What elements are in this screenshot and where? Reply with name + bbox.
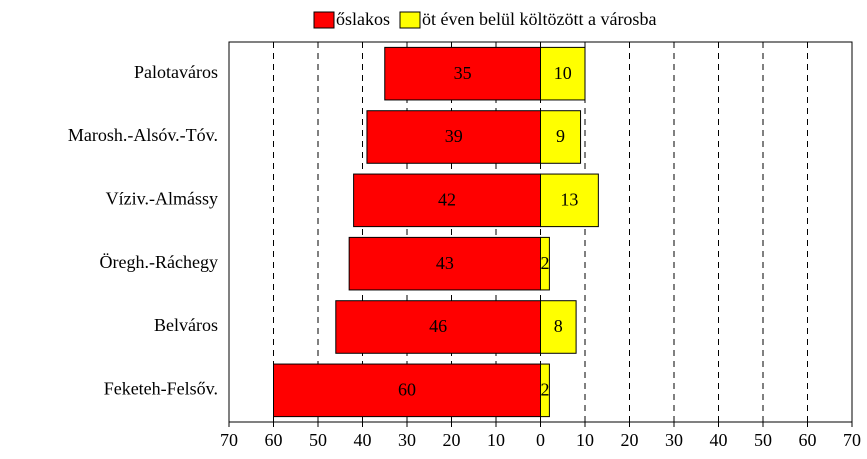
y-tick-label: Belváros (154, 315, 218, 335)
y-tick-label: Feketeh-Felsőv. (104, 378, 218, 398)
legend-label: öt éven belül költözött a városba (422, 9, 656, 29)
bar (348, 236, 541, 291)
x-tick-label: 30 (665, 430, 683, 450)
legend-swatch (399, 11, 421, 29)
data-label: 35 (454, 63, 472, 83)
x-tick-label: 70 (843, 430, 861, 450)
x-tick-label: 50 (754, 430, 772, 450)
bar (540, 46, 586, 101)
bar (366, 110, 542, 164)
bar (540, 110, 582, 164)
x-tick-label: 20 (443, 430, 461, 450)
x-tick-label: 40 (354, 430, 372, 450)
bar (384, 46, 541, 101)
x-tick-label: 0 (536, 430, 545, 450)
data-label: 46 (429, 316, 447, 336)
bar (540, 363, 550, 418)
data-label: 9 (556, 126, 565, 146)
data-label: 43 (436, 253, 454, 273)
data-label: 2 (540, 379, 549, 399)
x-tick-label: 40 (710, 430, 728, 450)
x-tick-label: 70 (220, 430, 238, 450)
y-tick-label: Víziv.-Almássy (106, 188, 218, 208)
bar (540, 236, 550, 291)
x-tick-label: 60 (265, 430, 283, 450)
x-tick-label: 50 (309, 430, 327, 450)
x-tick-label: 30 (398, 430, 416, 450)
y-tick-label: Marosh.-Alsóv.-Tóv. (68, 125, 218, 145)
data-label: 2 (540, 253, 549, 273)
x-tick-label: 10 (487, 430, 505, 450)
bar (353, 173, 541, 228)
data-label: 10 (554, 63, 572, 83)
data-label: 13 (560, 189, 578, 209)
y-tick-label: Öregh.-Ráchegy (100, 252, 218, 272)
legend-label: őslakos (336, 9, 390, 29)
data-label: 39 (445, 126, 463, 146)
data-label: 60 (398, 379, 416, 399)
y-tick-label: Palotaváros (134, 62, 218, 82)
data-label: 42 (438, 189, 456, 209)
x-tick-label: 20 (621, 430, 639, 450)
bar (540, 173, 599, 228)
bar (540, 300, 577, 354)
x-tick-label: 60 (799, 430, 817, 450)
legend-swatch (313, 11, 335, 29)
bar (273, 363, 541, 418)
bar (335, 300, 541, 354)
data-label: 8 (554, 316, 563, 336)
x-tick-label: 10 (576, 430, 594, 450)
